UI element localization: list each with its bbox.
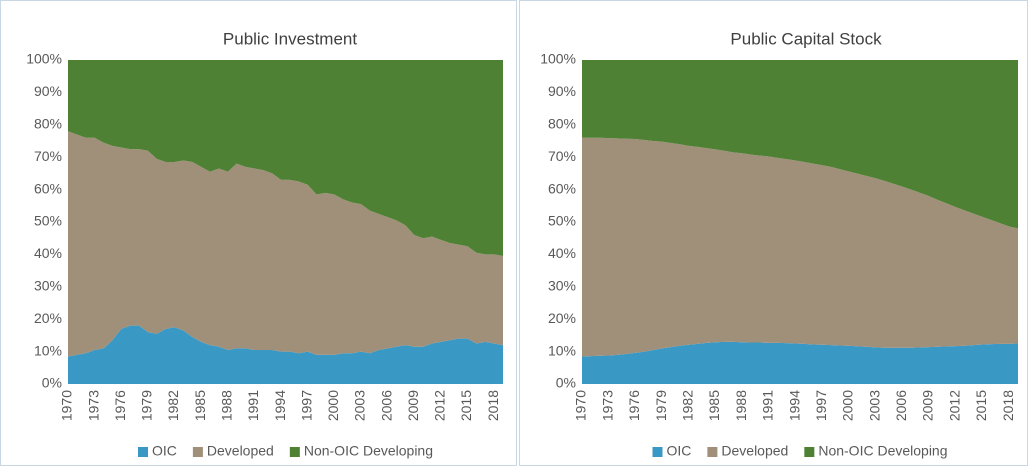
- x-tick-label: 1979: [139, 390, 155, 421]
- x-tick-label: 1973: [85, 390, 101, 421]
- y-tick-label: 80%: [34, 116, 62, 132]
- x-tick-label: 1982: [165, 390, 181, 421]
- area: [582, 341, 1018, 384]
- y-tick-label: 60%: [34, 180, 62, 196]
- x-tick-label: 2000: [325, 390, 341, 421]
- y-tick-label: 50%: [34, 213, 62, 229]
- legend-label: OIC: [667, 443, 692, 459]
- x-tick-label: 2009: [920, 390, 936, 421]
- x-tick-label: 1976: [112, 390, 128, 421]
- x-tick-label: 2006: [893, 390, 909, 421]
- y-tick-label: 60%: [548, 180, 576, 196]
- x-tick-label: 1997: [298, 390, 314, 421]
- x-tick-label: 1997: [813, 390, 829, 421]
- y-tick-label: 70%: [34, 148, 62, 164]
- y-tick-label: 0%: [556, 375, 576, 391]
- x-tick-label: 2012: [946, 390, 962, 421]
- x-tick-label: 2009: [405, 390, 421, 421]
- x-tick-label: 2015: [973, 390, 989, 421]
- legend-label: Developed: [721, 443, 788, 459]
- x-tick-label: 1994: [272, 390, 288, 421]
- x-tick-label: 1988: [218, 390, 234, 421]
- area: [582, 137, 1018, 357]
- y-tick-label: 40%: [34, 245, 62, 261]
- y-tick-label: 50%: [548, 213, 576, 229]
- area: [68, 325, 503, 384]
- legend-label: OIC: [152, 443, 177, 459]
- x-tick-label: 2018: [485, 390, 501, 421]
- y-tick-label: 10%: [548, 342, 576, 358]
- x-tick-label: 2015: [458, 390, 474, 421]
- x-tick-label: 1991: [760, 390, 776, 421]
- chart-title: Public Capital Stock: [730, 29, 882, 48]
- area: [68, 60, 503, 257]
- y-tick-label: 0%: [42, 375, 62, 391]
- y-tick-label: 30%: [548, 278, 576, 294]
- chart-title: Public Investment: [223, 29, 357, 48]
- x-tick-label: 1976: [626, 390, 642, 421]
- legend-swatch: [707, 447, 718, 457]
- legend: OIC Developed Non-OIC Developing: [652, 443, 948, 459]
- x-tick-label: 1985: [192, 390, 208, 421]
- y-tick-label: 90%: [34, 83, 62, 99]
- legend-swatch: [138, 447, 148, 457]
- area: [582, 60, 1018, 229]
- x-tick-label: 2006: [378, 390, 394, 421]
- legend-label: Non-OIC Developing: [304, 443, 433, 459]
- x-tick-label: 1970: [573, 390, 589, 421]
- y-tick-label: 10%: [34, 342, 62, 358]
- legend-label: Developed: [207, 443, 274, 459]
- y-tick-label: 100%: [26, 51, 62, 67]
- y-tick-label: 100%: [540, 51, 576, 67]
- y-tick-label: 80%: [548, 116, 576, 132]
- x-tick-label: 1994: [786, 390, 802, 421]
- x-tick-label: 1982: [679, 390, 695, 421]
- legend-swatch: [192, 447, 203, 457]
- x-tick-label: 2003: [866, 390, 882, 421]
- legend-swatch: [652, 447, 663, 457]
- legend-label: Non-OIC Developing: [818, 443, 947, 459]
- x-tick-label: 1970: [59, 390, 75, 421]
- y-tick-label: 40%: [548, 245, 576, 261]
- x-tick-label: 1985: [706, 390, 722, 421]
- legend-swatch: [289, 447, 300, 457]
- x-tick-label: 2018: [1000, 390, 1016, 421]
- y-tick-label: 90%: [548, 83, 576, 99]
- x-tick-label: 1973: [599, 390, 615, 421]
- legend: OIC Developed Non-OIC Developing: [138, 443, 433, 459]
- legend-swatch: [804, 447, 815, 457]
- area: [68, 131, 503, 357]
- x-tick-label: 2003: [352, 390, 368, 421]
- x-tick-label: 1991: [245, 390, 261, 421]
- y-tick-label: 30%: [34, 278, 62, 294]
- y-tick-label: 70%: [548, 148, 576, 164]
- x-tick-label: 1979: [653, 390, 669, 421]
- x-tick-label: 1988: [733, 390, 749, 421]
- y-tick-label: 20%: [548, 310, 576, 326]
- y-tick-label: 20%: [34, 310, 62, 326]
- x-tick-label: 2012: [432, 390, 448, 421]
- x-tick-label: 2000: [840, 390, 856, 421]
